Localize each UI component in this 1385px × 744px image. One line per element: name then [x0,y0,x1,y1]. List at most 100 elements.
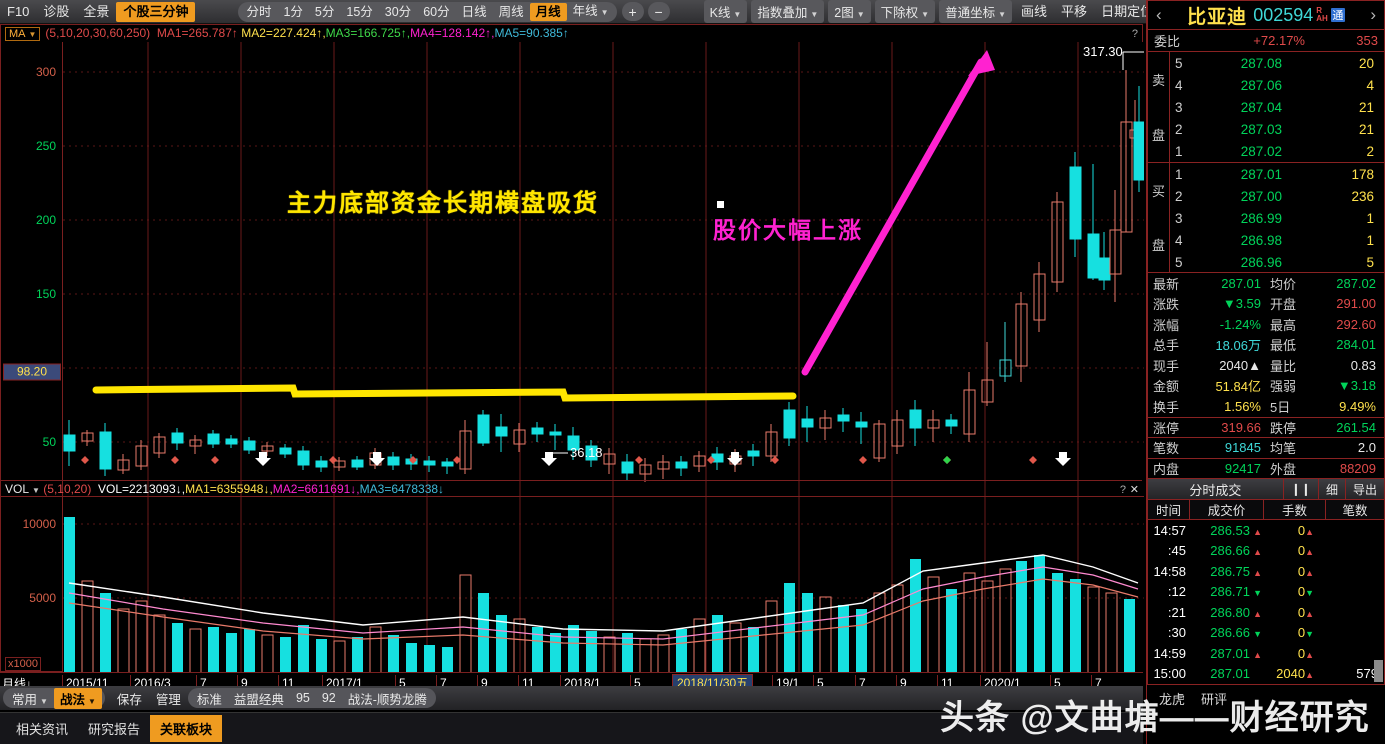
save-button[interactable]: 保存 [116,692,142,707]
price-plot[interactable]: 主力底部资金长期横盘吸货 股价大幅上涨 317.30 36.18 [63,42,1144,496]
period-yearly[interactable]: 年线 ▼ [567,2,615,22]
ma-selector[interactable]: MA ▼ [5,27,41,41]
preset-yimeng-classic[interactable]: 益盟经典 [233,692,284,707]
tick-row[interactable]: 15:00 287.01 2040▲ 579 [1148,664,1384,685]
volume-plot[interactable] [63,497,1144,673]
tick-row[interactable]: 14:57 286.53 ▲ 0▲ [1148,520,1384,541]
tab-related-news[interactable]: 相关资讯 [16,722,69,737]
price-axis: 300 250 200 150 50 98.20 [1,42,63,496]
chevron-down-icon: ▼ [87,696,96,706]
period-monthly[interactable]: 月线 [529,2,567,21]
preset-standard[interactable]: 标准 [196,692,222,707]
order-book-row[interactable]: 3 286.99 1 [1170,207,1384,229]
detail-button[interactable]: 细 [1317,479,1345,499]
kline-type-button[interactable]: K线 ▼ [703,0,748,23]
order-book-row[interactable]: 2 287.03 21 [1170,118,1384,140]
tick-price: 287.01 ▲ [1190,646,1264,661]
period-60min[interactable]: 60分 [423,4,450,19]
tick-scrollbar[interactable] [1374,660,1383,682]
coordinate-button[interactable]: 普通坐标 ▼ [939,0,1013,23]
up-arrow-icon: ▲ [1305,567,1314,578]
tick-list[interactable]: 14:57 286.53 ▲ 0▲ :45 286.66 ▲ 0▲ 14:58 286.75 ▲… [1147,520,1385,685]
chevron-down-icon: ▼ [733,10,742,19]
ma3-value: MA3=166.725↑, [325,26,411,40]
stat-value: ▼3.59 [1222,296,1261,312]
stat-row-volume: 总手 18.06万 最低 284.01 [1148,335,1384,356]
sell-label-2: 盘 [1151,128,1165,143]
period-15min[interactable]: 15分 [346,4,373,19]
chevron-down-icon: ▼ [921,10,930,19]
draw-line-button[interactable]: 画线 [1021,3,1048,19]
help-icon[interactable]: ? [1131,28,1138,40]
tactics-dropdown[interactable]: 战法 ▼ [53,687,102,709]
vol-params: (5,10,20) [43,482,92,496]
common-dropdown[interactable]: 常用 ▼ [6,688,54,709]
order-book-row[interactable]: 4 286.98 1 [1170,229,1384,251]
date-locate-button[interactable]: 日期定位 [1101,3,1154,19]
close-icon[interactable]: ✕ [1129,484,1139,496]
vol-ma3: MA3=6478338↓ [359,482,445,496]
order-book-row[interactable]: 1 287.02 2 [1170,140,1384,162]
tick-row[interactable]: 14:58 286.75 ▲ 0▲ [1148,561,1384,582]
pane-count-button[interactable]: 2图 ▼ [828,0,871,23]
stat-key-2: 均笔 [1270,441,1297,457]
adjust-price-button[interactable]: 下除权 ▼ [874,0,936,23]
period-1min[interactable]: 1分 [283,4,303,19]
stat-key-2: 均价 [1270,276,1297,292]
period-daily[interactable]: 日线 [461,4,487,19]
toolbar-diagnose[interactable]: 诊股 [43,3,70,19]
tick-row[interactable]: :12 286.71 ▼ 0▼ [1148,582,1384,603]
stat-key-2: 开盘 [1270,297,1297,313]
next-stock-icon[interactable]: › [1370,5,1376,24]
order-book-row[interactable]: 5 286.96 5 [1170,251,1384,273]
period-group: 分时 1分 5分 15分 30分 60分 日线 周线 月线 年线 ▼ [238,1,617,22]
vol-selector[interactable]: VOL ▼ [5,482,40,496]
preset-92[interactable]: 92 [321,691,336,705]
tab-yanping[interactable]: 研评 [1201,691,1228,707]
preset-95[interactable]: 95 [295,691,310,705]
tick-row[interactable]: :21 286.80 ▲ 0▲ [1148,602,1384,623]
manage-button[interactable]: 管理 [155,692,181,707]
period-5min[interactable]: 5分 [314,4,335,19]
tick-row[interactable]: :45 286.66 ▲ 0▲ [1148,541,1384,562]
toolbar-panorama[interactable]: 全景 [83,3,110,19]
order-book-row[interactable]: 2 287.00 236 [1170,185,1384,207]
kline-type-label: K线 [709,6,731,20]
ma-tag-label: MA [9,28,26,40]
tick-row[interactable]: :30 286.66 ▼ 0▼ [1148,623,1384,644]
toolbar-f10[interactable]: F10 [7,3,30,19]
buy-rows: 1 287.01 178 2 287.00 236 3 286.99 1 4 286.98 1 … [1170,163,1384,273]
tick-qty: 0▲ [1264,523,1326,538]
tab-related-sectors[interactable]: 关联板块 [150,715,223,742]
tab-research-report[interactable]: 研究报告 [88,722,141,737]
badge-ah-label: AH [1316,14,1328,23]
level-qty: 5 [1366,254,1374,270]
pan-button[interactable]: 平移 [1061,3,1088,19]
period-30min[interactable]: 30分 [384,4,412,19]
tick-row[interactable]: 14:59 287.01 ▲ 0▲ [1148,643,1384,664]
order-book-row[interactable]: 3 287.04 21 [1170,96,1384,118]
chevron-down-icon: ▼ [40,696,48,706]
pause-icon[interactable]: ❙❙ [1282,479,1318,499]
prev-stock-icon[interactable]: ‹ [1156,5,1162,24]
order-book-row[interactable]: 5 287.08 20 [1170,52,1384,74]
preset-tactic-longteng[interactable]: 战法-顺势龙腾 [347,692,427,707]
right-bottom-tabs: 龙虎 研评 [1147,685,1385,711]
order-ratio-row: 委比 +72.17% 353 [1147,30,1385,52]
order-book-row[interactable]: 4 287.06 4 [1170,74,1384,96]
tick-price: 287.01 [1190,666,1264,681]
zoom-in-button[interactable]: + [621,2,644,21]
export-button[interactable]: 导出 [1344,479,1384,499]
chevron-down-icon: ▼ [32,486,40,495]
index-overlay-button[interactable]: 指数叠加 ▼ [751,0,825,23]
tab-longhu[interactable]: 龙虎 [1159,691,1186,707]
tick-price: 286.66 ▲ [1190,543,1264,558]
zoom-out-button[interactable]: − [647,2,670,21]
stat-row-limits: 涨停 319.66 跌停 261.54 [1148,416,1384,438]
order-book-row[interactable]: 1 287.01 178 [1170,163,1384,185]
period-intraday[interactable]: 分时 [246,4,272,19]
volume-pane: 10000 5000 x1000 [1,497,1144,673]
toolbar-three-minute[interactable]: 个股三分钟 [116,1,196,22]
period-weekly[interactable]: 周线 [498,4,524,19]
vol-help-icon[interactable]: ? [1119,484,1126,496]
